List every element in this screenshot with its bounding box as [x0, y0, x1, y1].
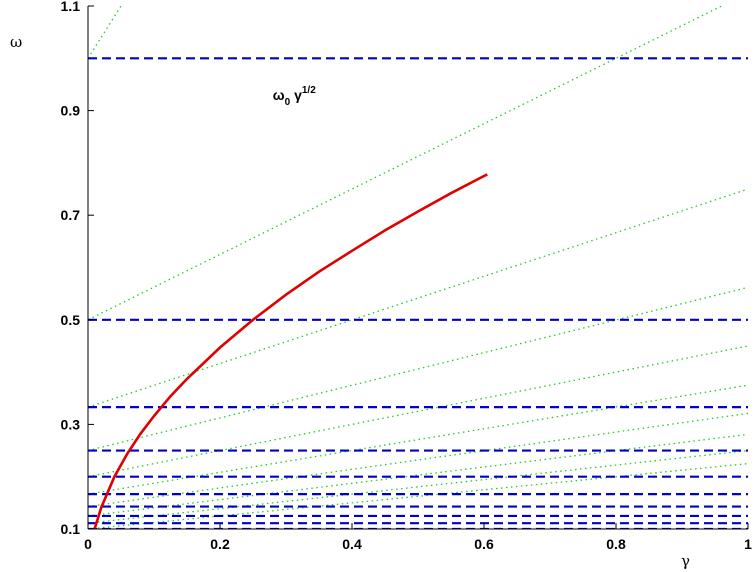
annotation-sub: 0	[285, 97, 291, 108]
annotation-base: ω	[273, 87, 285, 103]
y-axis-label: ω	[10, 33, 22, 51]
dotted-line-9	[88, 449, 748, 524]
y-tick-label: 1.1	[61, 0, 81, 14]
plot-area	[88, 6, 748, 529]
x-tick-label: 0.6	[474, 536, 494, 552]
dotted-line-10	[88, 462, 748, 529]
dotted-line-3	[88, 188, 748, 408]
x-tick-label: 0.8	[606, 536, 626, 552]
dotted-line-5	[88, 345, 748, 478]
plot-lines	[88, 6, 748, 529]
y-tick-label: 0.1	[61, 521, 81, 537]
curve-annotation: ω0 γ1/2	[273, 85, 316, 108]
tick-labels: 0 0.2 0.4 0.6 0.8 1 0.1 0.3 0.5 0.7 0.9 1.1	[61, 0, 753, 552]
dotted-line-4	[88, 286, 748, 452]
sqrt-curve	[93, 173, 488, 529]
dotted-line-8	[88, 433, 748, 517]
y-tick-label: 0.7	[61, 207, 81, 223]
x-axis-label: γ	[681, 552, 690, 570]
y-tick-label: 0.5	[61, 312, 81, 328]
y-tick-label: 0.9	[61, 103, 81, 119]
x-tick-label: 0.4	[342, 536, 362, 552]
axes	[87, 5, 749, 530]
x-tick-label: 0	[84, 536, 92, 552]
y-tick-label: 0.3	[61, 416, 81, 432]
x-tick-label: 0.2	[210, 536, 230, 552]
dotted-line-6	[88, 384, 748, 495]
dotted-line-2	[88, 6, 722, 321]
x-tick-label: 1	[744, 536, 752, 552]
annotation-sup: 1/2	[302, 85, 316, 96]
dotted-line-1	[88, 6, 122, 59]
dotted-line-7	[88, 412, 748, 508]
annotation-mid: γ	[290, 87, 302, 103]
